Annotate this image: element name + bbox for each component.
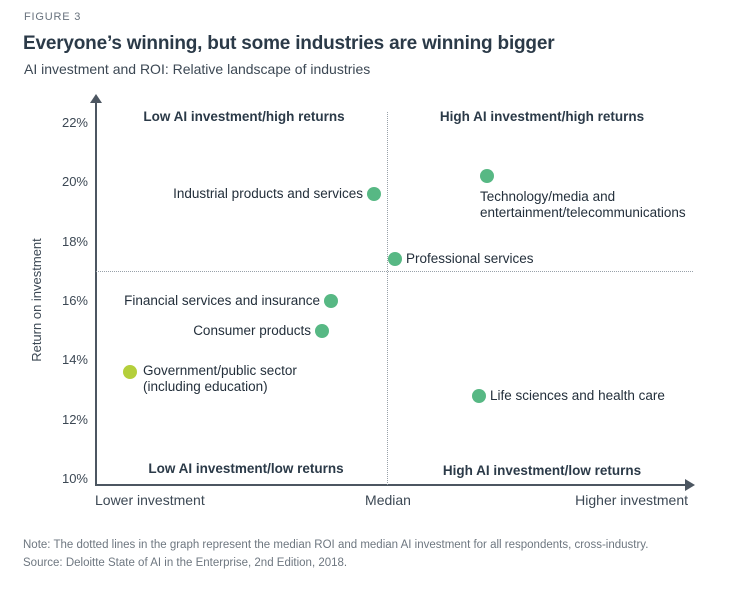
y-tick-label: 12%: [61, 411, 88, 427]
y-tick-label: 10%: [61, 471, 88, 486]
point-dot: [315, 324, 329, 338]
page-subtitle: AI investment and ROI: Relative landscap…: [24, 61, 371, 77]
y-tick-label: 16%: [61, 292, 88, 308]
note-text: Note: The dotted lines in the graph repr…: [23, 539, 649, 551]
point-dot: [324, 294, 338, 308]
y-axis-line: [95, 102, 97, 486]
point-label: Technology/media and entertainment/telec…: [480, 189, 686, 221]
y-tick-label: 22%: [61, 114, 88, 130]
point-dot: [472, 389, 486, 403]
point-dot: [123, 365, 137, 379]
point-dot: [388, 252, 402, 266]
point-dot: [480, 169, 494, 183]
quadrant-label-top-right: High AI investment/high returns: [439, 109, 645, 124]
y-tick-label: 14%: [61, 352, 88, 368]
quadrant-label-top-left: Low AI investment/high returns: [143, 109, 345, 124]
source-text: Source: Deloitte State of AI in the Ente…: [23, 557, 348, 569]
point-label: Life sciences and health care: [490, 387, 665, 403]
x-axis-label-higher: Higher investment: [575, 492, 688, 508]
point-dot: [367, 187, 381, 201]
point-label: Consumer products: [193, 322, 311, 338]
page-title: Everyone’s winning, but some industries …: [23, 33, 555, 54]
point-label: Government/public sector (including educ…: [143, 363, 297, 395]
x-axis-label-lower: Lower investment: [95, 492, 205, 508]
point-label: Industrial products and services: [173, 185, 363, 201]
quadrant-label-bottom-left: Low AI investment/low returns: [148, 461, 344, 476]
y-tick-label: 20%: [61, 174, 88, 190]
figure-label: FIGURE 3: [24, 11, 82, 23]
y-tick-label: 18%: [61, 233, 88, 249]
quadrant-label-bottom-right: High AI investment/low returns: [442, 463, 642, 478]
y-axis-arrow-icon: [90, 94, 102, 103]
median-investment-line: [387, 112, 388, 485]
x-axis-line: [95, 484, 687, 486]
point-label: Financial services and insurance: [124, 292, 320, 308]
x-axis-arrow-icon: [685, 479, 695, 491]
point-label: Professional services: [406, 250, 534, 266]
median-roi-line: [96, 271, 693, 272]
x-axis-label-median: Median: [365, 492, 411, 508]
